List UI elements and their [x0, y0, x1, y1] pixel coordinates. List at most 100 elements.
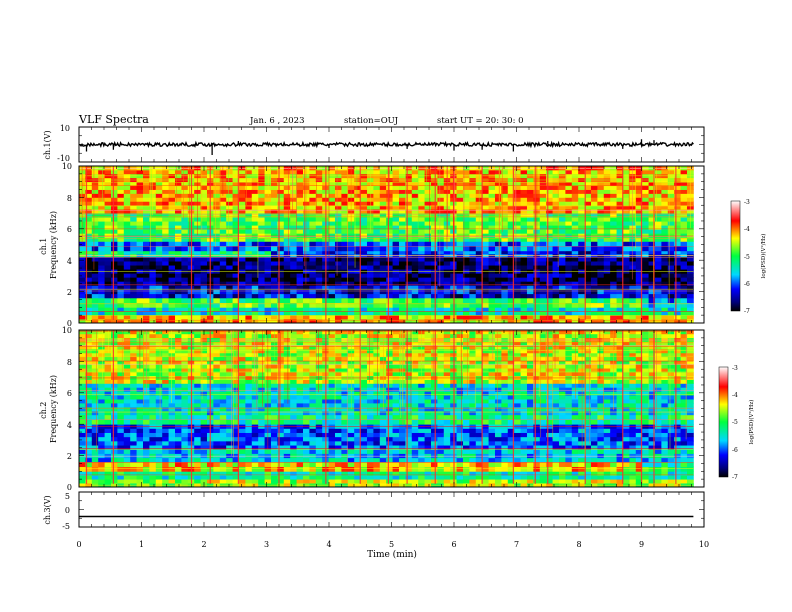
- spec-cell: [91, 189, 99, 194]
- spec-cell: [130, 277, 137, 282]
- spec-cell: [226, 233, 233, 238]
- spec-cell: [386, 229, 393, 234]
- spec-cell: [79, 449, 86, 454]
- spec-cell: [616, 257, 624, 262]
- spec-cell: [283, 189, 291, 194]
- spec-cell: [469, 201, 477, 206]
- spec-cell: [405, 246, 413, 252]
- spec-cell: [616, 319, 624, 324]
- spec-cell: [315, 457, 323, 463]
- spec-cell: [507, 479, 515, 484]
- spec-cell: [360, 457, 368, 463]
- spec-cell: [315, 319, 323, 324]
- spec-cell: [309, 281, 317, 286]
- spec-cell: [610, 229, 617, 234]
- spec-cell: [616, 466, 624, 472]
- spec-cell: [565, 285, 573, 290]
- spec-cell: [162, 471, 169, 476]
- spec-cell: [143, 277, 150, 282]
- spec-cell: [488, 241, 496, 247]
- spec-cell: [539, 201, 547, 206]
- spec-cell: [622, 285, 630, 290]
- spec-cell: [219, 257, 227, 262]
- spec-cell: [674, 453, 681, 459]
- spec-cell: [136, 257, 144, 262]
- spec-cell: [181, 217, 189, 222]
- spec-cell: [501, 449, 509, 454]
- spec-cell: [302, 221, 310, 226]
- spec-cell: [462, 307, 470, 312]
- spec-cell: [245, 273, 253, 278]
- spec-cell: [136, 273, 144, 278]
- spec-cell: [290, 213, 297, 218]
- spec-cell: [424, 273, 432, 278]
- spec-cell: [302, 432, 310, 438]
- spec-cell: [674, 241, 681, 247]
- spec-cell: [277, 181, 285, 187]
- spec-cell: [91, 440, 99, 446]
- spec-cell: [354, 311, 361, 316]
- spec-cell: [462, 201, 470, 206]
- spec-cell: [270, 261, 278, 266]
- spec-cell: [610, 293, 617, 299]
- spec-cell: [488, 471, 496, 476]
- spec-cell: [270, 205, 278, 210]
- spec-cell: [91, 432, 99, 438]
- spec-cell: [155, 311, 163, 316]
- spec-cell: [98, 246, 105, 252]
- spec-cell: [667, 189, 675, 194]
- spec-cell: [143, 217, 150, 222]
- spec-cell: [418, 293, 425, 299]
- spec-cell: [309, 445, 317, 450]
- spec-cell: [181, 257, 189, 262]
- spec-cell: [366, 197, 374, 202]
- spec-cell: [501, 246, 509, 252]
- spec-cell: [136, 197, 144, 202]
- spec-cell: [315, 189, 323, 194]
- spec-cell: [366, 289, 374, 295]
- spec-cell: [571, 241, 579, 247]
- spec-cell: [578, 237, 585, 242]
- spec-cell: [168, 440, 176, 446]
- spec-cell: [232, 205, 240, 210]
- spec-cell: [610, 471, 617, 476]
- spec-cell: [181, 201, 189, 206]
- spec-cell: [686, 246, 694, 252]
- spec-cell: [539, 261, 547, 266]
- spec-cell: [360, 246, 368, 252]
- spec-cell: [488, 479, 496, 484]
- spec-cell: [514, 257, 521, 262]
- spec-cell: [264, 449, 272, 454]
- spec-cell: [79, 428, 86, 433]
- spec-cell: [347, 302, 355, 308]
- spec-cell: [635, 213, 643, 218]
- spec-cell: [603, 233, 611, 238]
- spec-cell: [462, 213, 470, 218]
- spec-cell: [232, 201, 240, 206]
- spec-cell: [347, 229, 355, 234]
- spec-cell: [194, 261, 201, 266]
- spec-cell: [437, 277, 445, 282]
- spec-cell: [526, 185, 534, 190]
- ch2-spectrogram-image: [79, 330, 704, 488]
- spec-cell: [469, 453, 477, 459]
- spec-cell: [520, 315, 528, 320]
- spec-cell: [206, 319, 214, 324]
- spec-cell: [315, 475, 323, 480]
- spec-cell: [405, 273, 413, 278]
- spec-cell: [565, 453, 573, 459]
- spec-cell: [85, 449, 93, 454]
- spec-cell: [104, 293, 112, 299]
- spec-cell: [347, 277, 355, 282]
- spec-cell: [117, 466, 125, 472]
- spec-cell: [501, 185, 509, 190]
- spec-cell: [117, 189, 125, 194]
- spec-cell: [168, 453, 176, 459]
- spec-cell: [488, 315, 496, 320]
- spec-cell: [424, 246, 432, 252]
- spec-cell: [405, 221, 413, 226]
- spec-cell: [277, 461, 285, 467]
- spec-cell: [520, 311, 528, 316]
- spec-cell: [315, 285, 323, 290]
- spec-cell: [603, 297, 611, 303]
